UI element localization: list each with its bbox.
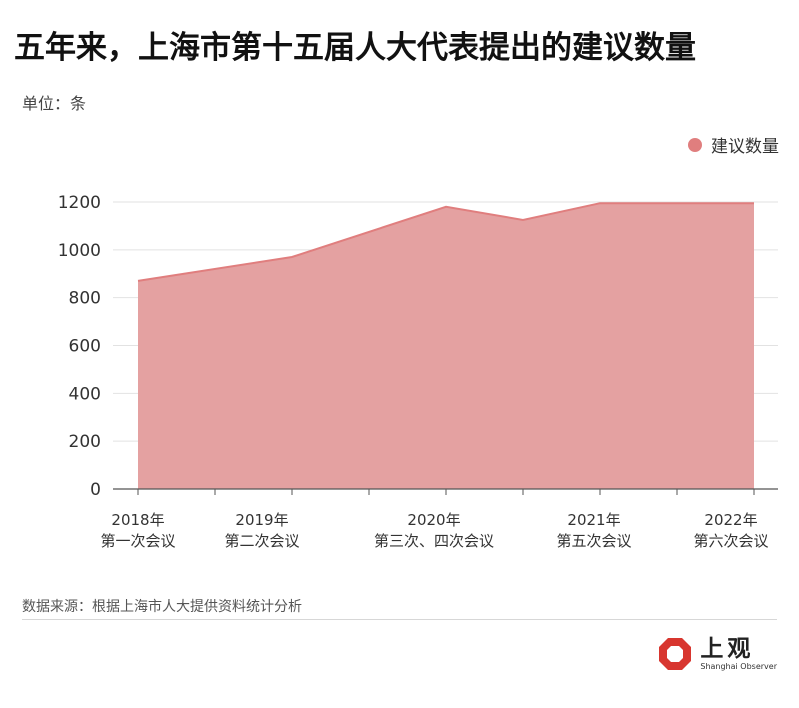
x-tick-label: 2019年第二次会议: [224, 511, 299, 550]
logo-name: 上观: [700, 636, 755, 662]
y-tick-label: 0: [90, 480, 101, 500]
x-tick-label: 2020年第三次、四次会议: [374, 511, 494, 550]
legend: 建议数量: [688, 132, 779, 157]
y-tick-label: 400: [69, 384, 101, 404]
y-tick-label: 200: [69, 432, 101, 452]
y-tick-label: 1200: [58, 193, 101, 213]
divider: [22, 619, 777, 620]
area-series: [138, 203, 754, 489]
source-note: 数据来源：根据上海市人大提供资料统计分析: [22, 599, 302, 615]
logo-subtitle: Shanghai Observer: [700, 662, 777, 671]
y-tick-label: 800: [69, 289, 101, 309]
x-tick-label: 2021年第五次会议: [556, 511, 631, 550]
unit-label: 单位：条: [22, 94, 87, 113]
page-title: 五年来，上海市第十五届人大代表提出的建议数量: [14, 30, 696, 66]
series-line: [137, 202, 754, 282]
x-tick-label: 2018年第一次会议: [100, 511, 175, 550]
y-tick-label: 1000: [58, 241, 101, 261]
legend-label: 建议数量: [711, 137, 779, 157]
brand-logo: 上观 Shanghai Observer: [658, 636, 777, 672]
x-tick-label: 2022年第六次会议: [693, 511, 768, 550]
octagon-logo-icon: [659, 638, 692, 670]
area-chart: 0 200 400 600 800 1000 1200 2018年第一次会议 2019年第二次会…: [58, 193, 778, 550]
y-tick-label: 600: [69, 337, 101, 357]
legend-marker: [688, 137, 702, 152]
